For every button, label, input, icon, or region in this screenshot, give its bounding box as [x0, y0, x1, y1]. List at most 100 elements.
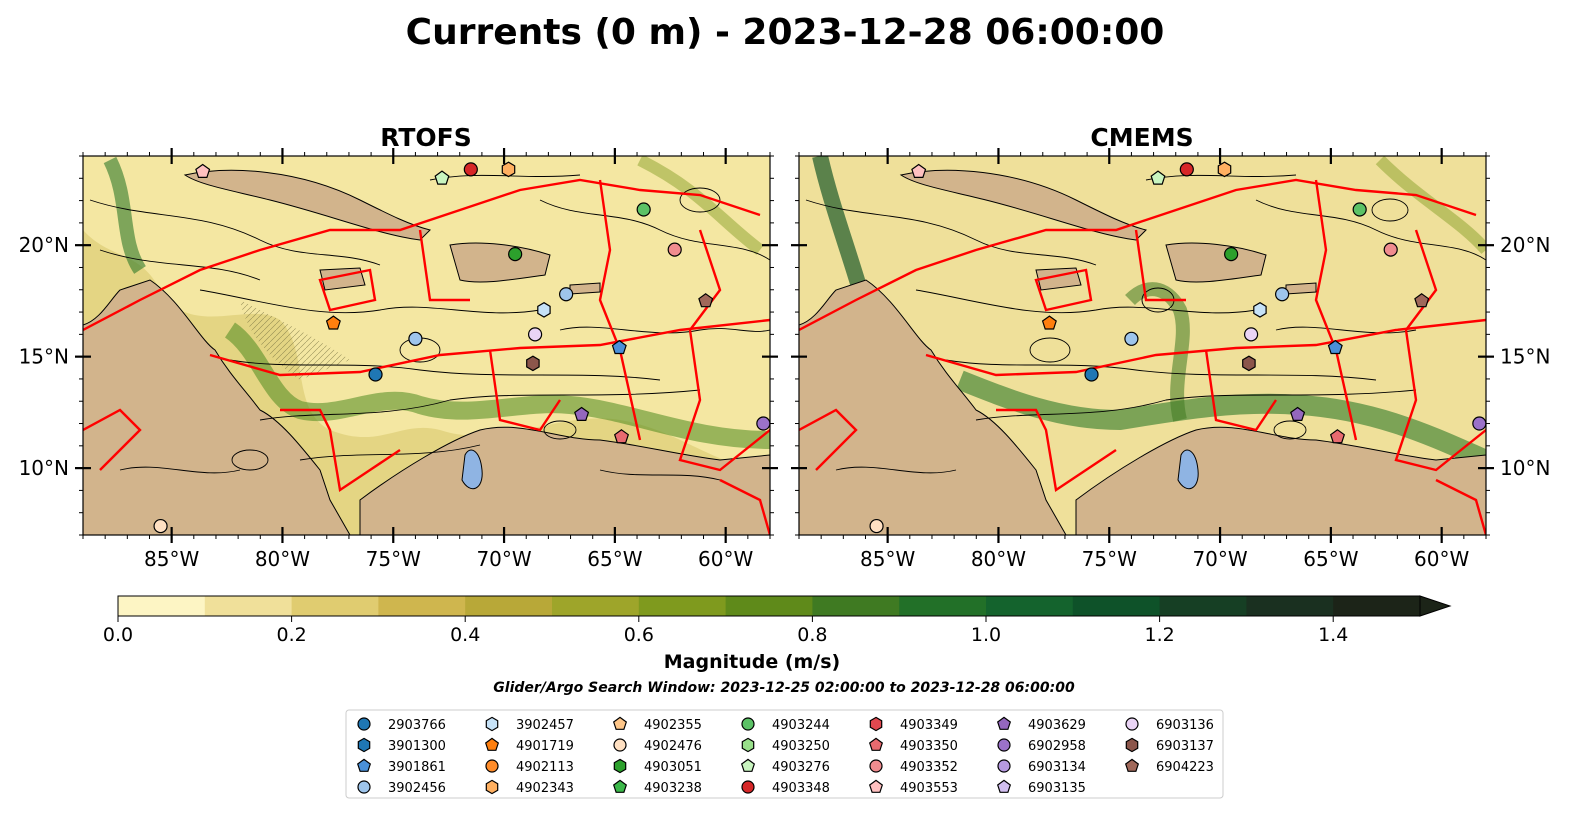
float-marker — [527, 327, 543, 342]
float-marker — [526, 355, 540, 372]
x-tick-label: 70°W — [1192, 547, 1247, 571]
float-marker — [463, 162, 478, 177]
colorbar-label: Magnitude (m/s) — [664, 651, 841, 673]
colorbar-segment — [899, 596, 987, 616]
colorbar-tick-label: 1.2 — [1144, 624, 1174, 646]
float-marker — [1472, 416, 1487, 431]
legend-marker — [997, 738, 1011, 752]
legend-marker — [740, 758, 756, 772]
legend-marker — [612, 779, 628, 793]
legend-label: 4902113 — [516, 760, 574, 775]
x-tick-label: 70°W — [476, 547, 531, 571]
streamlines — [89, 174, 770, 481]
legend-marker — [613, 758, 627, 774]
colorbar-tick-label: 0.4 — [450, 624, 480, 646]
legend-marker — [1124, 758, 1140, 772]
map-area — [83, 156, 770, 535]
colorbar-segment — [1159, 596, 1247, 616]
y-tick-label: 10°N — [19, 456, 69, 480]
colorbar-tick-label: 0.6 — [624, 624, 654, 646]
legend-marker — [869, 759, 883, 773]
float-marker — [537, 302, 551, 318]
legend-label: 6903136 — [1156, 718, 1214, 733]
legend-marker — [996, 716, 1012, 730]
legend-label: 4902343 — [516, 781, 574, 796]
float-markers — [153, 161, 771, 534]
y-tick-label: 15°N — [1500, 345, 1550, 369]
panel-title: RTOFS — [380, 123, 472, 152]
panel-title: CMEMS — [1090, 123, 1193, 152]
float-marker — [1329, 429, 1346, 444]
eez-boundaries — [83, 178, 770, 535]
x-tick-label: 80°W — [255, 547, 310, 571]
legend-marker — [741, 737, 755, 753]
legend-label: 4903629 — [1028, 718, 1086, 733]
search-window-caption: Glider/Argo Search Window: 2023-12-25 02… — [493, 680, 1075, 696]
colorbar-tick-label: 1.4 — [1318, 624, 1348, 646]
legend-label: 4903553 — [900, 781, 958, 796]
float-marker — [1179, 162, 1194, 177]
y-tick-label: 10°N — [1500, 456, 1550, 480]
float-marker — [574, 406, 590, 421]
land-south-america — [1075, 426, 1486, 535]
legend-marker — [868, 737, 884, 751]
legend-label: 4903244 — [772, 718, 830, 733]
colorbar-segment — [1333, 596, 1421, 616]
legend-marker — [1125, 737, 1139, 753]
legend-marker — [869, 716, 883, 732]
legend-label: 3902457 — [516, 718, 574, 733]
float-marker — [434, 170, 450, 185]
land-hispaniola — [1165, 242, 1267, 283]
float-marker — [1352, 202, 1367, 217]
colorbar-segment — [552, 596, 640, 616]
float-marker — [368, 367, 383, 382]
map-frame — [798, 155, 1487, 536]
legend-label: 4903250 — [772, 739, 830, 754]
x-tick-label: 60°W — [698, 547, 753, 571]
legend-label: 6903137 — [1156, 739, 1214, 754]
legend: 2903766 3901300 3901861 3902456 3902457 49017… — [345, 709, 1224, 799]
y-tick-label: 20°N — [1500, 233, 1550, 257]
float-marker — [1275, 287, 1290, 302]
colorbar-tick-label: 1.0 — [971, 624, 1001, 646]
x-tick-label: 65°W — [1303, 547, 1358, 571]
float-marker — [153, 518, 168, 534]
colorbar-extend-arrow — [1419, 595, 1452, 617]
legend-label: 4903352 — [900, 760, 958, 775]
legend-label: 3902456 — [388, 781, 446, 796]
float-marker — [508, 246, 523, 262]
legend-marker — [996, 779, 1012, 793]
float-marker — [911, 163, 927, 178]
lake — [1177, 449, 1199, 490]
legend-label: 4903051 — [644, 760, 702, 775]
colorbar-segment — [378, 596, 466, 616]
lake — [461, 449, 483, 490]
legend-marker — [357, 780, 371, 794]
float-marker — [1224, 246, 1239, 262]
colorbar-segment — [986, 596, 1074, 616]
legend-marker — [741, 717, 755, 731]
eez-boundaries — [799, 178, 1486, 535]
y-tick-label: 20°N — [19, 233, 69, 257]
legend-label: 6903134 — [1028, 760, 1086, 775]
legend-label: 6902958 — [1028, 739, 1086, 754]
float-marker — [1217, 161, 1232, 178]
land-cuba — [183, 169, 431, 241]
legend-label: 4903276 — [772, 760, 830, 775]
figure-title: Currents (0 m) - 2023-12-28 06:00:00 — [406, 12, 1165, 53]
colorbar-segment — [1246, 596, 1334, 616]
legend-marker — [612, 716, 628, 730]
colorbar-segment — [725, 596, 813, 616]
colorbar-segment — [204, 596, 293, 616]
legend-label: 4903350 — [900, 739, 958, 754]
legend-label: 3901300 — [388, 739, 446, 754]
float-marker — [408, 331, 423, 346]
map-area — [799, 156, 1486, 535]
float-marker — [1383, 242, 1398, 257]
current-band — [812, 156, 868, 293]
x-tick-label: 80°W — [971, 547, 1026, 571]
float-marker — [1124, 331, 1139, 346]
land-central-america — [83, 156, 351, 535]
legend-marker — [356, 758, 372, 772]
